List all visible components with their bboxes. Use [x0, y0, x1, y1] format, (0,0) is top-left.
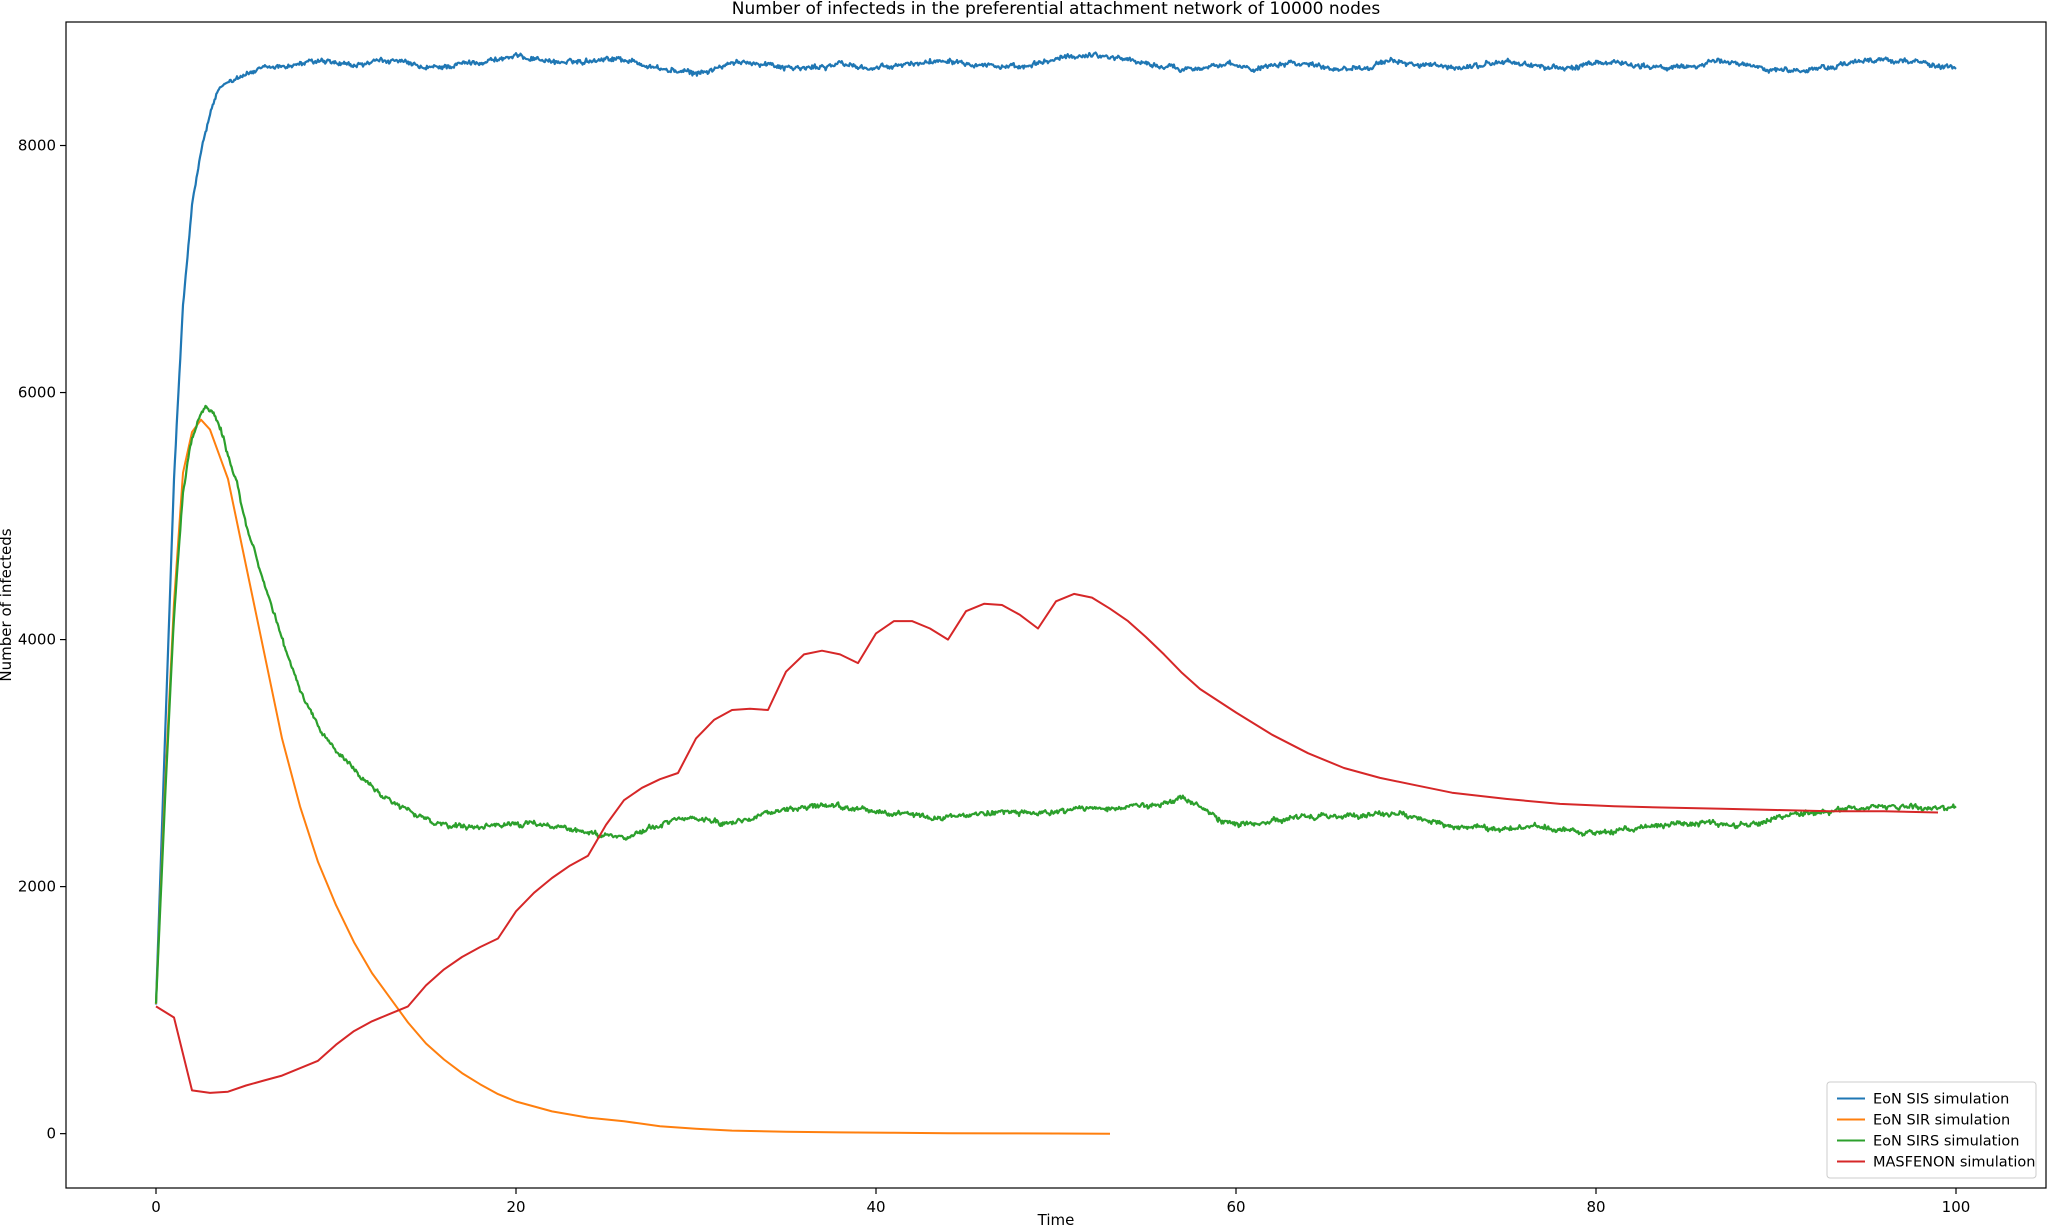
- chart-title: Number of infecteds in the preferential …: [732, 0, 1381, 19]
- legend: EoN SIS simulation EoN SIR simulation EoN …: [1826, 1081, 2037, 1179]
- legend-label: EoN SIRS simulation: [1873, 1134, 2019, 1150]
- x-tick-label: 60: [1226, 1198, 1245, 1216]
- series-line-eon-sirs-simulation: [154, 404, 1957, 1004]
- y-tick-label: 6000: [18, 384, 56, 402]
- x-tick-label: 100: [1942, 1198, 1971, 1216]
- legend-frame: [1826, 1081, 2037, 1179]
- series-layer: [154, 51, 1957, 1135]
- x-tick-label: 0: [151, 1198, 161, 1216]
- y-axis-label: Number of infecteds: [0, 528, 15, 681]
- y-tick-label: 4000: [18, 631, 56, 649]
- legend-label: EoN SIS simulation: [1873, 1092, 2009, 1108]
- legend-label: EoN SIR simulation: [1873, 1113, 2010, 1129]
- axes-frame: [65, 21, 2047, 1189]
- plot-area: 0 20 40 60 80 100 0 2000 4000 6000 8000: [18, 21, 2047, 1216]
- y-axis-ticks: 0 2000 4000 6000 8000: [18, 137, 66, 1143]
- y-tick-label: 8000: [18, 137, 56, 155]
- x-axis-ticks: 0 20 40 60 80 100: [151, 1188, 1970, 1216]
- y-tick-label: 0: [46, 1125, 56, 1143]
- x-tick-label: 40: [866, 1198, 885, 1216]
- series-line-eon-sis-simulation: [154, 51, 1957, 1005]
- x-tick-label: 20: [506, 1198, 525, 1216]
- legend-label: MASFENON simulation: [1873, 1155, 2035, 1171]
- x-axis-label: Time: [1037, 1211, 1075, 1229]
- series-line-eon-sir-simulation: [155, 418, 1111, 1135]
- x-tick-label: 80: [1586, 1198, 1605, 1216]
- y-tick-label: 2000: [18, 878, 56, 896]
- series-line-masfenon-simulation: [155, 592, 1939, 1094]
